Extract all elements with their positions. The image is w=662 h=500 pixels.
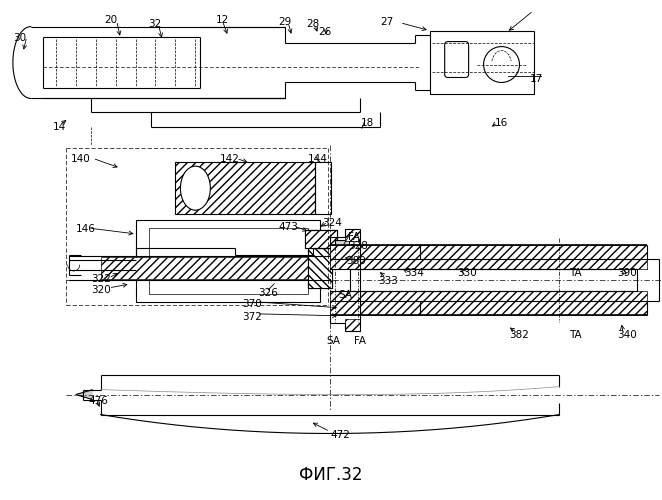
Text: 370: 370 [242,299,262,309]
Text: 472: 472 [330,430,350,440]
Bar [160,258,330,278]
Text: 333: 333 [378,276,398,286]
Bar [430,30,534,94]
Text: 29: 29 [278,16,291,26]
Text: 30: 30 [13,32,26,42]
Bar [345,229,360,241]
Text: 32: 32 [148,18,162,28]
Bar [148,228,308,294]
Text: 382: 382 [510,330,530,340]
Text: SA: SA [338,290,352,300]
Bar [335,240,349,252]
Text: 27: 27 [380,16,393,26]
Text: 26: 26 [318,26,331,36]
Text: 372: 372 [242,312,262,322]
Text: 20: 20 [105,14,118,24]
Bar [330,259,647,269]
Bar [345,319,360,331]
Text: 142: 142 [220,154,240,164]
Text: 320: 320 [91,285,111,295]
Bar [305,230,337,248]
Text: 28: 28 [306,18,319,28]
Text: 476: 476 [89,396,109,406]
Polygon shape [75,390,93,400]
Text: 17: 17 [530,74,543,85]
Ellipse shape [181,166,211,210]
Text: ФИГ.32: ФИГ.32 [299,466,363,484]
Text: 322: 322 [91,274,111,284]
Text: 14: 14 [53,122,66,132]
Text: SA: SA [326,336,340,346]
Text: 334: 334 [404,268,424,278]
Bar [136,220,320,302]
Text: 380: 380 [346,256,365,266]
Bar [175,162,315,214]
Bar [101,257,328,279]
Text: 328: 328 [348,241,368,251]
Text: TA: TA [569,330,582,340]
Text: 473: 473 [278,222,298,232]
Text: FA: FA [354,336,366,346]
Text: 324: 324 [322,218,342,228]
Text: 146: 146 [75,224,95,234]
Bar [330,245,647,259]
Text: 144: 144 [308,154,328,164]
Bar [305,230,337,248]
Bar [308,248,332,288]
Text: 390: 390 [617,268,637,278]
Text: 140: 140 [71,154,91,164]
Text: 12: 12 [215,14,228,24]
Bar [315,162,331,214]
Text: FA: FA [348,232,360,242]
Bar [330,291,647,301]
Text: TA: TA [569,268,582,278]
Bar [330,301,647,315]
Text: 330: 330 [457,268,477,278]
Text: 16: 16 [495,118,508,128]
FancyBboxPatch shape [445,42,469,78]
Bar [350,269,637,291]
Bar [308,248,332,288]
Text: 326: 326 [258,288,278,298]
Text: 340: 340 [617,330,637,340]
Text: 18: 18 [361,118,374,128]
